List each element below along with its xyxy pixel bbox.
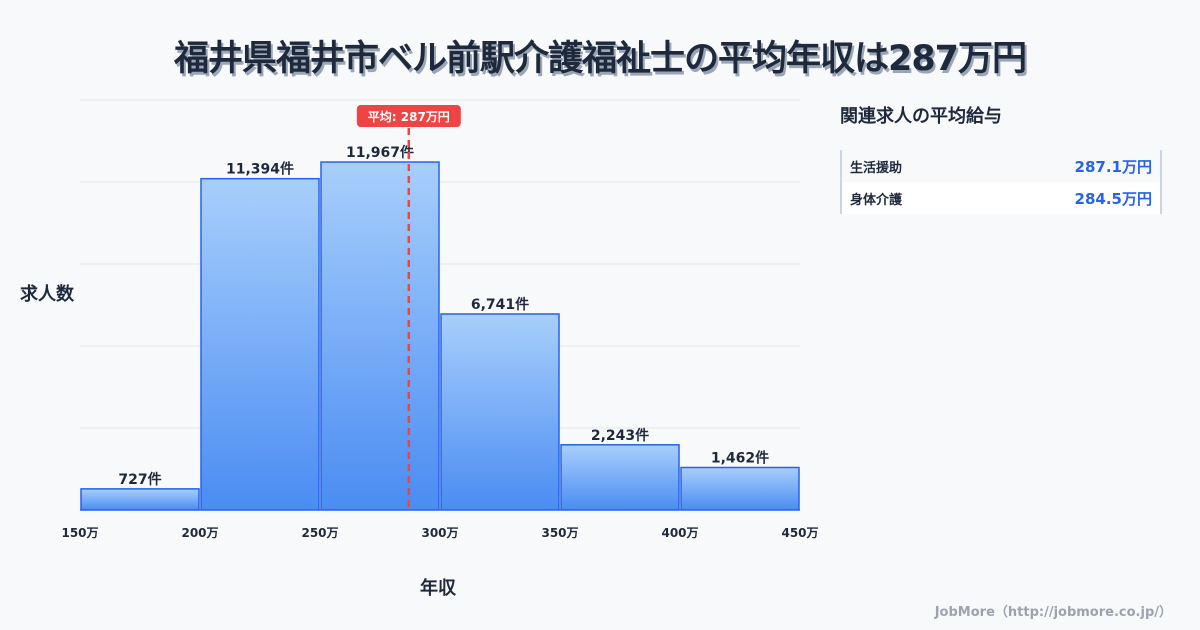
average-label: 平均: 287万円 <box>368 109 450 124</box>
bar-value-label: 1,462件 <box>711 449 769 466</box>
salary-table: 生活援助 287.1万円 身体介護 284.5万円 <box>840 150 1162 214</box>
salary-row: 生活援助 287.1万円 <box>842 150 1160 182</box>
x-tick-label: 450万 <box>781 526 818 540</box>
job-salary: 284.5万円 <box>1074 189 1152 208</box>
bar-value-label: 727件 <box>118 471 161 488</box>
bar-value-label: 11,967件 <box>346 144 414 161</box>
histogram-bar <box>440 313 560 511</box>
x-tick-label: 200万 <box>181 526 218 540</box>
y-axis-label: 求人数 <box>20 284 74 305</box>
histogram-bar <box>680 466 800 511</box>
x-tick-label: 150万 <box>61 526 98 540</box>
panel-title: 関連求人の平均給与 <box>840 106 1002 127</box>
job-salary: 287.1万円 <box>1074 157 1152 176</box>
histogram-bar <box>80 488 200 511</box>
histogram-bar <box>560 444 680 511</box>
footer-credit: JobMore（http://jobmore.co.jp/） <box>934 605 1172 620</box>
histogram-bar <box>200 177 320 511</box>
job-label: 生活援助 <box>850 160 903 176</box>
bar-value-label: 6,741件 <box>471 296 529 313</box>
average-badge <box>356 105 461 127</box>
x-tick-label: 250万 <box>301 526 338 540</box>
histogram-bar <box>320 161 440 511</box>
salary-row: 身体介護 284.5万円 <box>842 182 1160 214</box>
related-salary-panel: 関連求人の平均給与 生活援助 287.1万円 身体介護 284.5万円 <box>840 102 1162 214</box>
x-axis-label: 年収 <box>420 578 456 599</box>
bar-value-label: 2,243件 <box>591 427 649 444</box>
job-label: 身体介護 <box>850 192 903 208</box>
x-tick-label: 400万 <box>661 526 698 540</box>
x-tick-label: 300万 <box>421 526 458 540</box>
chart-title: 福井県福井市ベル前駅介護福祉士の平均年収は287万円 <box>173 39 1027 79</box>
x-tick-label: 350万 <box>541 526 578 540</box>
bar-value-label: 11,394件 <box>226 161 294 178</box>
